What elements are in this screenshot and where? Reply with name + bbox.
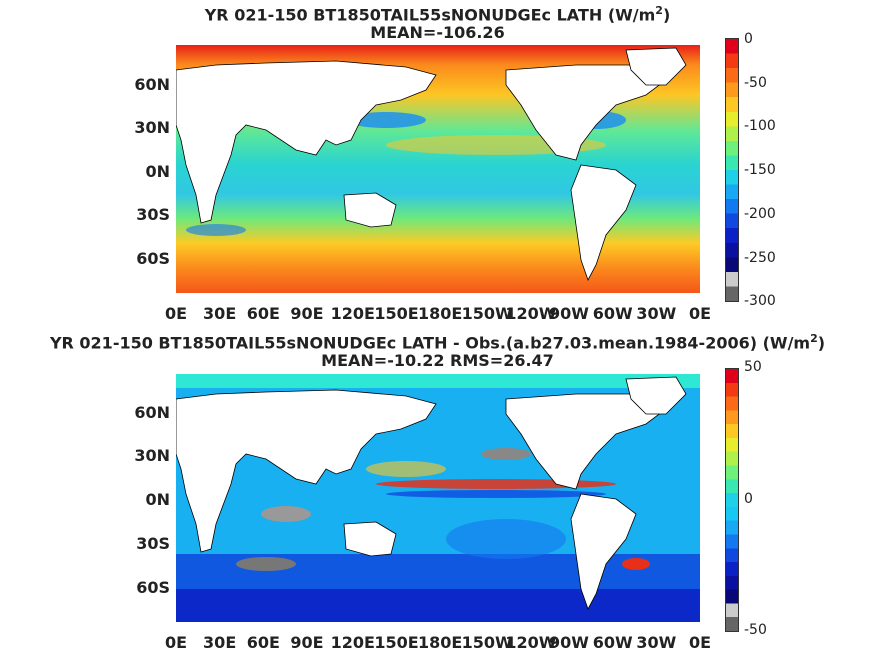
lon-label: 90E <box>290 633 324 652</box>
lon-label: 30W <box>636 304 677 323</box>
lon-label: 120E <box>330 633 375 652</box>
lon-label: 90W <box>549 304 589 323</box>
lon-label: 30W <box>636 633 677 652</box>
top-lat-label: 60S <box>136 249 170 268</box>
bottom-title-line2: MEAN=-10.22 RMS=26.47 <box>321 351 554 370</box>
lon-label: 60E <box>246 633 280 652</box>
top-colorbar-tick: -200 <box>744 206 776 222</box>
top-colorbar-tick: -100 <box>744 118 776 134</box>
lon-label: 120W <box>505 304 557 323</box>
top-colorbar-tick: -50 <box>744 75 767 91</box>
top-lat-label: 30N <box>134 118 170 137</box>
lon-label: 90E <box>290 304 324 323</box>
lon-label: 0E <box>164 304 188 323</box>
top-lat-label: 60N <box>134 75 170 94</box>
lon-label: 0E <box>688 633 712 652</box>
lon-label: 30E <box>203 633 237 652</box>
bottom-map <box>176 374 700 622</box>
lon-label: 150W <box>461 304 513 323</box>
lon-label: 180E <box>418 633 463 652</box>
lon-label: 150W <box>461 633 513 652</box>
lon-label: 60W <box>592 304 633 323</box>
lon-label: 120E <box>330 304 375 323</box>
top-lat-label: 30S <box>136 205 170 224</box>
lon-label: 180E <box>418 304 463 323</box>
lon-label: 60W <box>592 633 633 652</box>
top-lat-label: 0N <box>145 162 170 181</box>
bottom-lat-label: 30S <box>136 534 170 553</box>
lon-label: 120W <box>505 633 557 652</box>
bottom-lat-label: 60S <box>136 578 170 597</box>
top-colorbar-tick: 0 <box>744 31 753 47</box>
top-map <box>176 45 700 293</box>
bottom-colorbar-tick: 50 <box>744 359 762 375</box>
top-title-line2: MEAN=-106.26 <box>370 23 505 42</box>
lon-label: 150E <box>374 304 419 323</box>
lon-label: 0E <box>164 633 188 652</box>
bottom-lat-label: 0N <box>145 490 170 509</box>
top-title-line1: YR 021-150 BT1850TAIL55sNONUDGEc LATH (W… <box>204 4 671 25</box>
lon-label: 60E <box>246 304 280 323</box>
bottom-colorbar-tick: 0 <box>744 491 753 507</box>
top-colorbar-tick: -250 <box>744 250 776 266</box>
top-colorbar-tick: -150 <box>744 162 776 178</box>
lon-label: 90W <box>549 633 589 652</box>
bottom-title-line1: YR 021-150 BT1850TAIL55sNONUDGEc LATH - … <box>49 332 826 353</box>
bottom-lat-label: 30N <box>134 446 170 465</box>
lon-label: 0E <box>688 304 712 323</box>
top-colorbar-tick: -300 <box>744 293 776 309</box>
bottom-colorbar <box>725 368 739 632</box>
lon-label: 150E <box>374 633 419 652</box>
lon-label: 30E <box>203 304 237 323</box>
bottom-lat-label: 60N <box>134 403 170 422</box>
top-colorbar <box>725 38 739 302</box>
bottom-colorbar-tick: -50 <box>744 622 767 638</box>
